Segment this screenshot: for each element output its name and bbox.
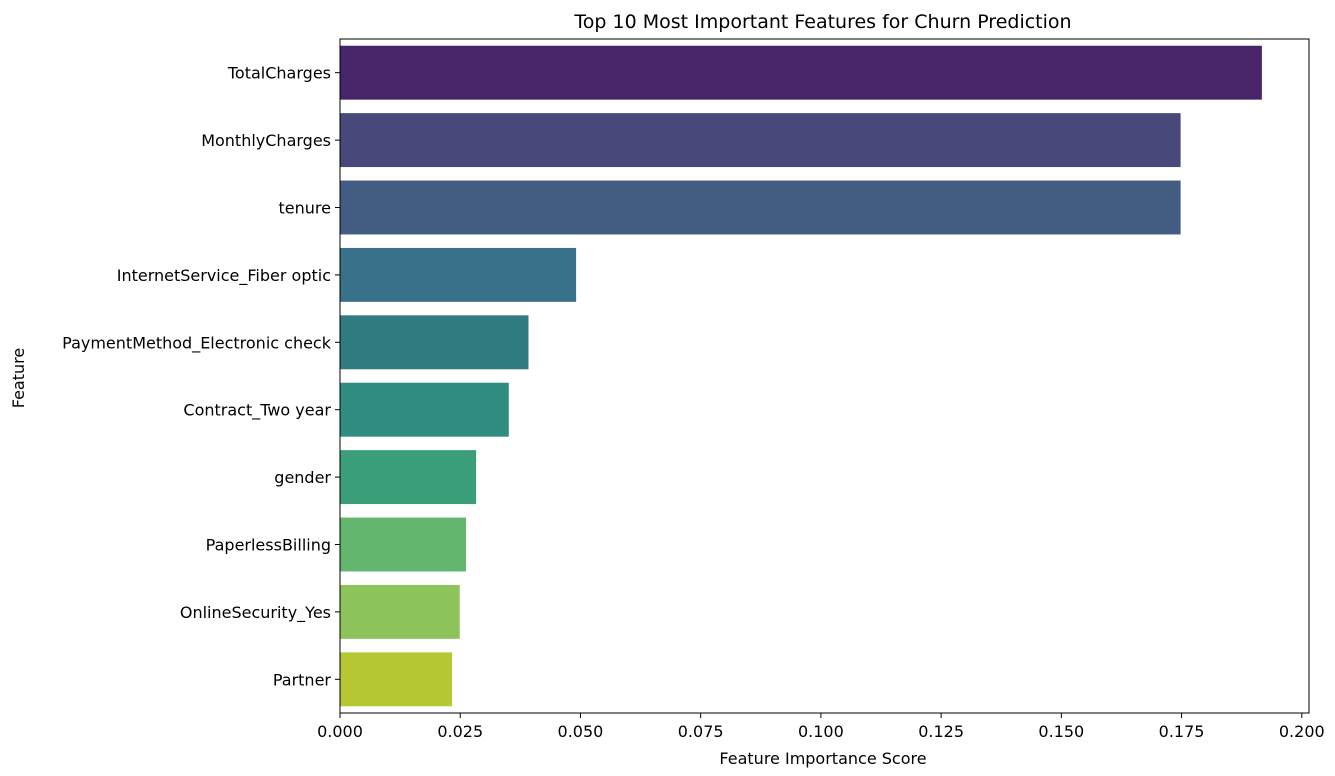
bar-partner [340,652,453,707]
x-tick-label: 0.025 [437,722,483,741]
y-ticks: TotalCharges MonthlyCharges tenure Internet… [62,64,340,689]
x-tick-label: 0.150 [1038,722,1084,741]
y-tick-label: PaperlessBilling [206,536,331,555]
y-tick-label: PaymentMethod_Electronic check [62,333,332,353]
bar-totalcharges [340,45,1262,100]
x-ticks: 0.000 0.025 0.050 0.075 0.100 0.125 0.150 0.175… [317,713,1325,741]
bar-internetservice-fiber-optic [340,247,577,302]
y-tick-label: Contract_Two year [183,401,331,421]
x-tick-label: 0.050 [558,722,604,741]
bar-paperlessbilling [340,517,466,572]
y-tick-label: TotalCharges [227,64,331,83]
x-tick-label: 0.075 [678,722,724,741]
y-tick-label: InternetService_Fiber optic [117,266,331,286]
x-tick-label: 0.200 [1279,722,1325,741]
bar-monthlycharges [340,113,1181,168]
x-tick-label: 0.000 [317,722,363,741]
y-tick-label: tenure [279,199,331,218]
x-tick-label: 0.125 [918,722,964,741]
bar-contract-two-year [340,382,509,437]
bar-gender [340,450,477,505]
bars-layer [340,45,1262,707]
x-tick-label: 0.100 [798,722,844,741]
x-tick-label: 0.175 [1159,722,1205,741]
bar-tenure [340,180,1181,235]
bar-onlinesecurity-yes [340,584,460,639]
bar-paymentmethod-electronic-check [340,315,529,370]
chart-title: Top 10 Most Important Features for Churn… [573,11,1071,33]
x-axis-label: Feature Importance Score [719,749,926,768]
y-tick-label: Partner [273,670,332,689]
y-tick-label: MonthlyCharges [201,131,331,150]
y-tick-label: gender [274,468,331,487]
y-tick-label: OnlineSecurity_Yes [180,603,331,623]
y-axis-label: Feature [9,348,28,408]
plot-frame [339,38,1310,714]
